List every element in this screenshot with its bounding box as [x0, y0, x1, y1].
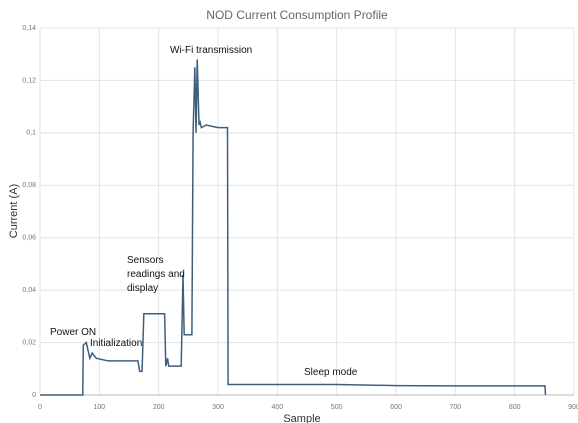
y-axis-label: Current (A): [8, 184, 20, 238]
y-tick-label: 0,12: [22, 77, 36, 84]
y-tick-label: 0,04: [22, 287, 36, 294]
annotation: Wi-Fi transmission: [170, 45, 253, 56]
y-tick-label: 0,06: [22, 235, 36, 242]
x-tick-label: 700: [449, 404, 461, 411]
x-tick-label: 300: [212, 404, 224, 411]
y-tick-label: 0: [32, 392, 36, 399]
chart-title: NOD Current Consumption Profile: [206, 8, 388, 22]
x-tick-label: 600: [390, 404, 402, 411]
y-tick-label: 0,1: [26, 130, 36, 137]
annotation: Power ON: [50, 327, 97, 338]
data-line: [40, 59, 547, 396]
x-tick-label: 500: [331, 404, 343, 411]
x-tick-label: 0: [38, 404, 42, 411]
annotation: Sleep mode: [304, 367, 358, 378]
x-tick-label: 400: [271, 404, 283, 411]
x-tick-label: 900: [568, 404, 578, 411]
y-tick-label: 0,08: [22, 182, 36, 189]
x-tick-label: 200: [153, 404, 165, 411]
y-tick-label: 0,02: [22, 339, 36, 346]
x-axis-label: Sample: [283, 413, 320, 423]
x-tick-label: 100: [93, 404, 105, 411]
annotation: Initialization: [90, 338, 143, 349]
y-tick-label: 0,14: [22, 25, 36, 32]
annotation: Sensors readings and display: [127, 255, 185, 294]
x-tick-label: 800: [509, 404, 521, 411]
